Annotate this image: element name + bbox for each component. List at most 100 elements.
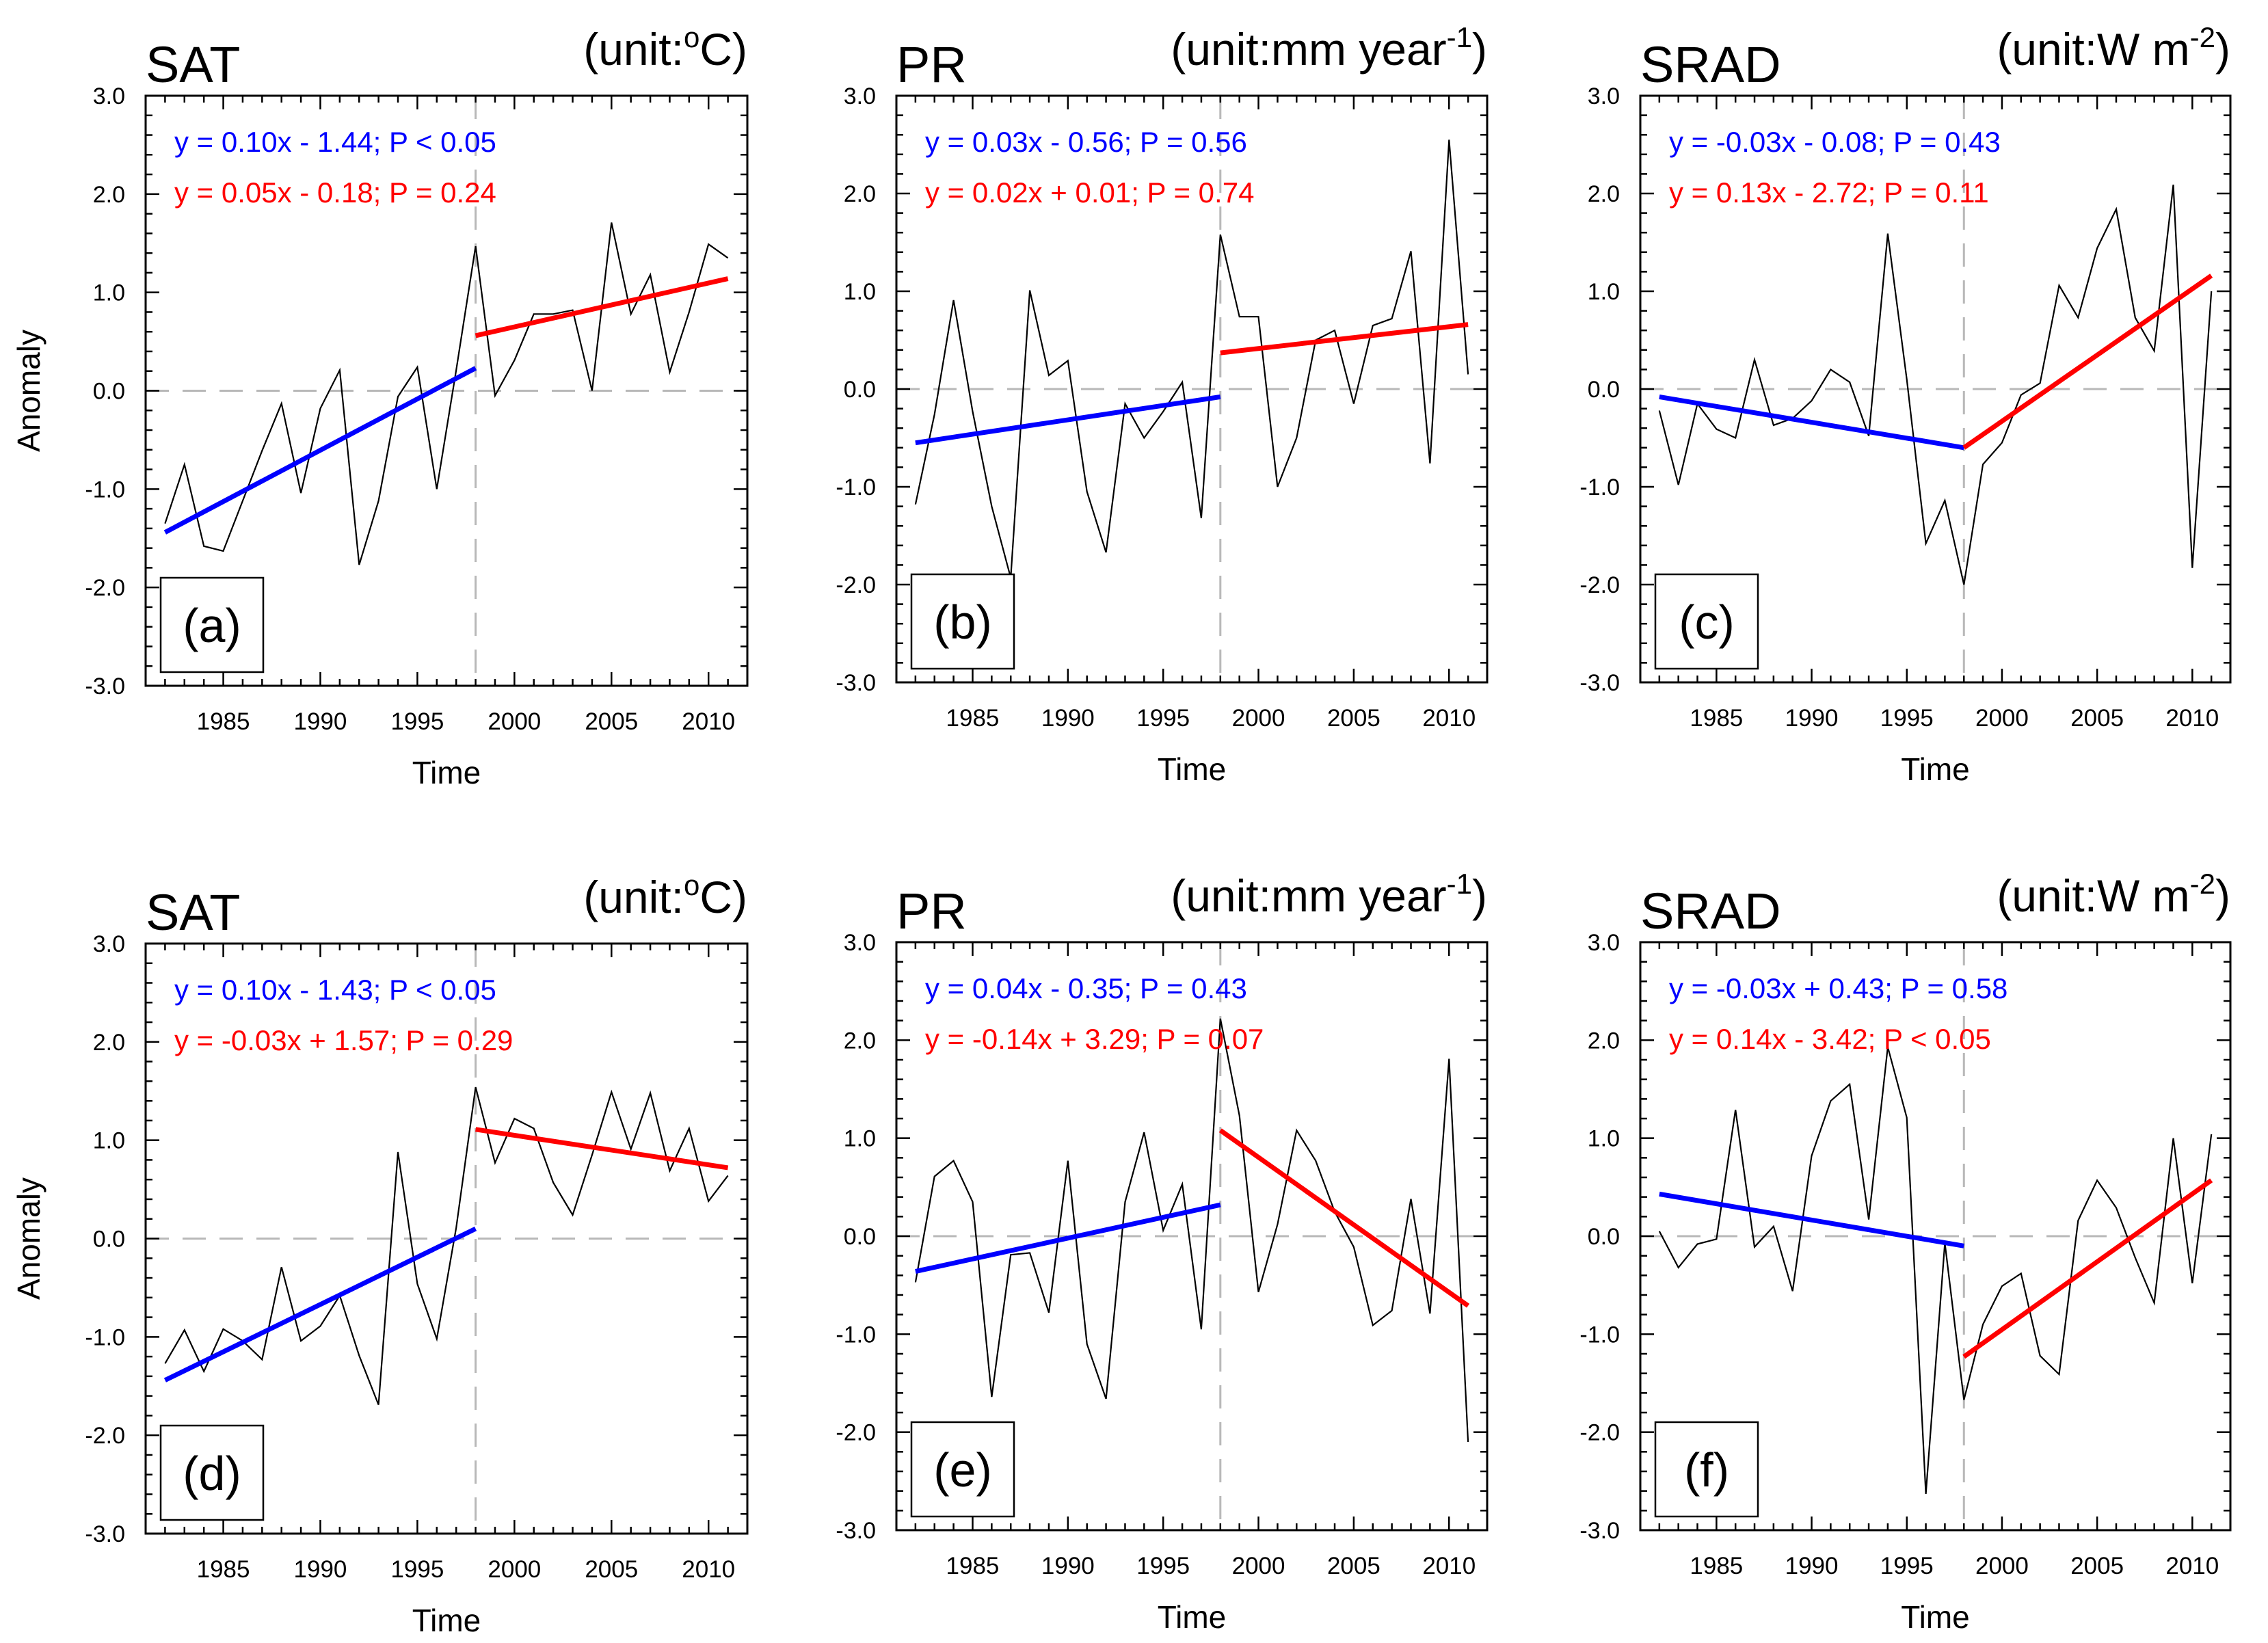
equation-blue: y = 0.10x - 1.44; P < 0.05 [174,126,496,158]
panel-title: PR [896,883,967,939]
y-tick-label: -2.0 [85,1423,125,1449]
x-tick-label: 2000 [1975,1553,2029,1579]
x-axis-label: Time [1901,1599,1970,1635]
y-axis-label: Anomaly [11,330,46,452]
panel-label: (d) [183,1447,241,1500]
panel-label-box [1654,573,1759,670]
y-tick-label: 3.0 [1588,930,1620,956]
y-tick-label: 2.0 [93,182,125,208]
y-tick-label: -2.0 [1579,572,1620,598]
panel-label-box [159,1424,265,1521]
x-tick-label: 1990 [294,708,347,735]
trend-line-before-1998 [915,394,1221,446]
trend-line-before-1998 [163,366,477,535]
anomaly-series-line [914,1018,1469,1443]
equation-blue: y = 0.04x - 0.35; P = 0.43 [925,972,1247,1004]
unit-prefix: (unit: [1171,24,1271,75]
trend-line-after-1998 [475,276,729,338]
plot-frame [1639,94,2232,684]
plot-frame [895,941,1489,1532]
plot-frame [144,94,749,687]
equation-red: y = 0.05x - 0.18; P = 0.24 [174,176,496,209]
x-tick-label: 1985 [946,1553,1000,1579]
unit-base: mm year [1271,870,1447,921]
y-tick-label: 3.0 [93,83,125,109]
x-axis-label: Time [1901,751,1970,787]
anomaly-series-line [1658,1047,2213,1495]
trend-line-before-1998 [915,1202,1221,1274]
unit-superscript: o [684,869,699,901]
trend-line-before-1998 [1659,394,1964,451]
anomaly-series-line [164,222,729,565]
x-tick-label: 1995 [1136,1553,1190,1579]
x-tick-label: 1995 [1880,705,1934,732]
anomaly-series-line [1658,184,2213,585]
y-tick-label: 1.0 [1588,1126,1620,1152]
y-axis-label: Anomaly [11,1177,46,1300]
x-tick-label: 2005 [1327,705,1380,732]
y-tick-label: 0.0 [844,377,876,403]
y-tick-label: -2.0 [1579,1420,1620,1446]
y-tick-label: -3.0 [836,1518,876,1544]
y-tick-label: 2.0 [93,1030,125,1056]
chart-panel-d: 3.0 2.0 1.0 0.0 -1.0 -2.0 -3.0 1985 1990 1995 2000… [11,869,749,1638]
unit-superscript: -2 [2190,21,2215,53]
unit-base: W m [2097,24,2190,75]
x-tick-label: 2010 [682,708,735,735]
x-tick-label: 1995 [390,1556,444,1583]
x-tick-label: 2005 [2070,705,2124,732]
y-tick-label: 1.0 [844,279,876,305]
anomaly-series-line [164,1086,729,1406]
unit-superscript: -1 [1447,21,1472,53]
unit-superscript: o [684,21,699,53]
unit-prefix: (unit: [583,24,684,75]
x-tick-label: 1985 [197,708,250,735]
trend-line-after-1998 [475,1127,729,1171]
unit-prefix: (unit: [1171,870,1271,921]
unit-base: W m [2097,870,2190,921]
x-tick-label: 2000 [488,708,541,735]
anomaly-series-line [914,139,1469,578]
unit-suffix: ) [2215,870,2230,921]
unit-prefix: (unit: [1997,24,2097,75]
y-tick-label: -3.0 [85,1521,125,1547]
chart-panel-c: 3.0 2.0 1.0 0.0 -1.0 -2.0 -3.0 1985 1990 1995 2000… [1579,21,2232,787]
x-tick-label: 2010 [1422,705,1476,732]
panel-label-box [910,1421,1015,1518]
trend-line-before-1998 [1659,1191,1964,1248]
panel-title: SRAD [1640,883,1781,939]
x-tick-label: 1985 [1690,705,1743,732]
unit-suffix: ) [1472,24,1487,75]
panel-label-box [159,576,265,673]
x-tick-label: 1990 [1785,1553,1839,1579]
equation-blue: y = -0.03x - 0.08; P = 0.43 [1669,126,2001,158]
unit-suffix: ) [2215,24,2230,75]
y-tick-label: -3.0 [1579,1518,1620,1544]
panel-label: (a) [183,599,241,652]
unit-prefix: (unit: [583,872,684,922]
unit-suffix: ) [1472,870,1487,921]
chart-panel-e: 3.0 2.0 1.0 0.0 -1.0 -2.0 -3.0 1985 1990 1995 2000… [836,868,1489,1635]
y-tick-label: 2.0 [1588,181,1620,207]
equation-blue: y = 0.10x - 1.43; P < 0.05 [174,974,496,1006]
x-tick-label: 1990 [1785,705,1839,732]
equation-red: y = -0.03x + 1.57; P = 0.29 [174,1024,513,1056]
trend-line-after-1998 [1220,322,1469,356]
trend-line-before-1998 [163,1226,477,1382]
y-tick-label: -2.0 [836,1420,876,1446]
y-tick-label: 3.0 [1588,83,1620,109]
panel-label: (c) [1679,596,1735,649]
y-tick-label: 3.0 [844,930,876,956]
x-tick-label: 2010 [1422,1553,1476,1579]
equation-red: y = 0.02x + 0.01; P = 0.74 [925,176,1254,209]
y-tick-label: -3.0 [1579,670,1620,696]
y-tick-label: -2.0 [836,572,876,598]
x-tick-label: 1995 [1880,1553,1934,1579]
plot-frame [144,942,749,1535]
unit-label: (unit:oC) [583,869,747,922]
y-tick-label: 1.0 [844,1126,876,1152]
x-tick-label: 2005 [1327,1553,1380,1579]
chart-panel-b: 3.0 2.0 1.0 0.0 -1.0 -2.0 -3.0 1985 1990 1995 2000… [836,21,1489,787]
x-tick-label: 1995 [390,708,444,735]
